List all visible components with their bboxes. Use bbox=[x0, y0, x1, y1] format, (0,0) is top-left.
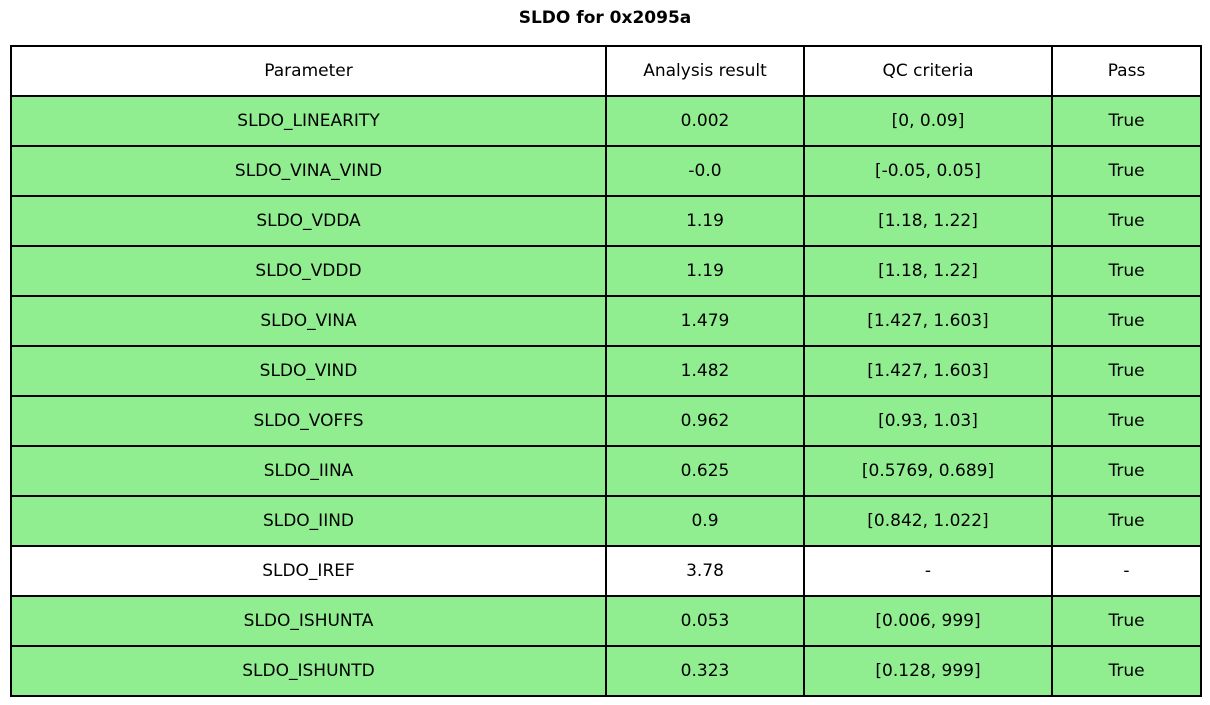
cell-pass: True bbox=[1051, 595, 1202, 647]
cell-analysis-result: 0.9 bbox=[605, 495, 805, 547]
table-row: SLDO_IINA 0.625 [0.5769, 0.689] True bbox=[10, 445, 1202, 497]
cell-parameter: SLDO_VINA_VIND bbox=[10, 145, 607, 197]
cell-parameter: SLDO_IINA bbox=[10, 445, 607, 497]
cell-analysis-result: 1.479 bbox=[605, 295, 805, 347]
cell-qc-criteria: - bbox=[803, 545, 1053, 597]
cell-parameter: SLDO_ISHUNTD bbox=[10, 645, 607, 697]
chart-title: SLDO for 0x2095a bbox=[518, 8, 692, 28]
cell-parameter: SLDO_VDDD bbox=[10, 245, 607, 297]
table-row: SLDO_VIND 1.482 [1.427, 1.603] True bbox=[10, 345, 1202, 397]
cell-analysis-result: 1.482 bbox=[605, 345, 805, 397]
cell-pass: True bbox=[1051, 95, 1202, 147]
cell-analysis-result: 3.78 bbox=[605, 545, 805, 597]
cell-pass: - bbox=[1051, 545, 1202, 597]
cell-pass: True bbox=[1051, 145, 1202, 197]
cell-qc-criteria: [0.93, 1.03] bbox=[803, 395, 1053, 447]
cell-pass: True bbox=[1051, 495, 1202, 547]
table-row: SLDO_IIND 0.9 [0.842, 1.022] True bbox=[10, 495, 1202, 547]
table-row: SLDO_VOFFS 0.962 [0.93, 1.03] True bbox=[10, 395, 1202, 447]
cell-qc-criteria: [0.006, 999] bbox=[803, 595, 1053, 647]
cell-qc-criteria: [1.427, 1.603] bbox=[803, 345, 1053, 397]
cell-parameter: SLDO_IIND bbox=[10, 495, 607, 547]
table-row: SLDO_VINA_VIND -0.0 [-0.05, 0.05] True bbox=[10, 145, 1202, 197]
cell-analysis-result: 1.19 bbox=[605, 195, 805, 247]
column-header-pass: Pass bbox=[1051, 45, 1202, 97]
cell-analysis-result: -0.0 bbox=[605, 145, 805, 197]
table-row: SLDO_VDDD 1.19 [1.18, 1.22] True bbox=[10, 245, 1202, 297]
column-header-parameter: Parameter bbox=[10, 45, 607, 97]
cell-parameter: SLDO_VDDA bbox=[10, 195, 607, 247]
cell-pass: True bbox=[1051, 395, 1202, 447]
cell-parameter: SLDO_IREF bbox=[10, 545, 607, 597]
table-row: SLDO_LINEARITY 0.002 [0, 0.09] True bbox=[10, 95, 1202, 147]
cell-parameter: SLDO_VIND bbox=[10, 345, 607, 397]
table-header-row: Parameter Analysis result QC criteria Pa… bbox=[10, 45, 1202, 97]
cell-parameter: SLDO_ISHUNTA bbox=[10, 595, 607, 647]
cell-analysis-result: 0.625 bbox=[605, 445, 805, 497]
qc-results-table: Parameter Analysis result QC criteria Pa… bbox=[10, 45, 1202, 697]
cell-pass: True bbox=[1051, 645, 1202, 697]
table-row: SLDO_VINA 1.479 [1.427, 1.603] True bbox=[10, 295, 1202, 347]
cell-pass: True bbox=[1051, 345, 1202, 397]
column-header-analysis-result: Analysis result bbox=[605, 45, 805, 97]
cell-analysis-result: 0.962 bbox=[605, 395, 805, 447]
cell-parameter: SLDO_VOFFS bbox=[10, 395, 607, 447]
cell-analysis-result: 0.002 bbox=[605, 95, 805, 147]
cell-analysis-result: 0.323 bbox=[605, 645, 805, 697]
cell-qc-criteria: [0.128, 999] bbox=[803, 645, 1053, 697]
qc-table-body: SLDO_LINEARITY 0.002 [0, 0.09] True SLDO_VIN… bbox=[10, 95, 1202, 697]
table-row: SLDO_VDDA 1.19 [1.18, 1.22] True bbox=[10, 195, 1202, 247]
cell-analysis-result: 0.053 bbox=[605, 595, 805, 647]
cell-qc-criteria: [0.842, 1.022] bbox=[803, 495, 1053, 547]
cell-qc-criteria: [1.427, 1.603] bbox=[803, 295, 1053, 347]
column-header-qc-criteria: QC criteria bbox=[803, 45, 1053, 97]
table-row: SLDO_IREF 3.78- - bbox=[10, 545, 1202, 597]
cell-qc-criteria: [0.5769, 0.689] bbox=[803, 445, 1053, 497]
cell-qc-criteria: [0, 0.09] bbox=[803, 95, 1053, 147]
cell-pass: True bbox=[1051, 195, 1202, 247]
cell-pass: True bbox=[1051, 295, 1202, 347]
cell-qc-criteria: [1.18, 1.22] bbox=[803, 195, 1053, 247]
cell-pass: True bbox=[1051, 445, 1202, 497]
cell-analysis-result: 1.19 bbox=[605, 245, 805, 297]
cell-parameter: SLDO_VINA bbox=[10, 295, 607, 347]
cell-qc-criteria: [1.18, 1.22] bbox=[803, 245, 1053, 297]
cell-pass: True bbox=[1051, 245, 1202, 297]
cell-parameter: SLDO_LINEARITY bbox=[10, 95, 607, 147]
table-row: SLDO_ISHUNTD 0.323 [0.128, 999] True bbox=[10, 645, 1202, 697]
table-row: SLDO_ISHUNTA 0.053 [0.006, 999] True bbox=[10, 595, 1202, 647]
cell-qc-criteria: [-0.05, 0.05] bbox=[803, 145, 1053, 197]
